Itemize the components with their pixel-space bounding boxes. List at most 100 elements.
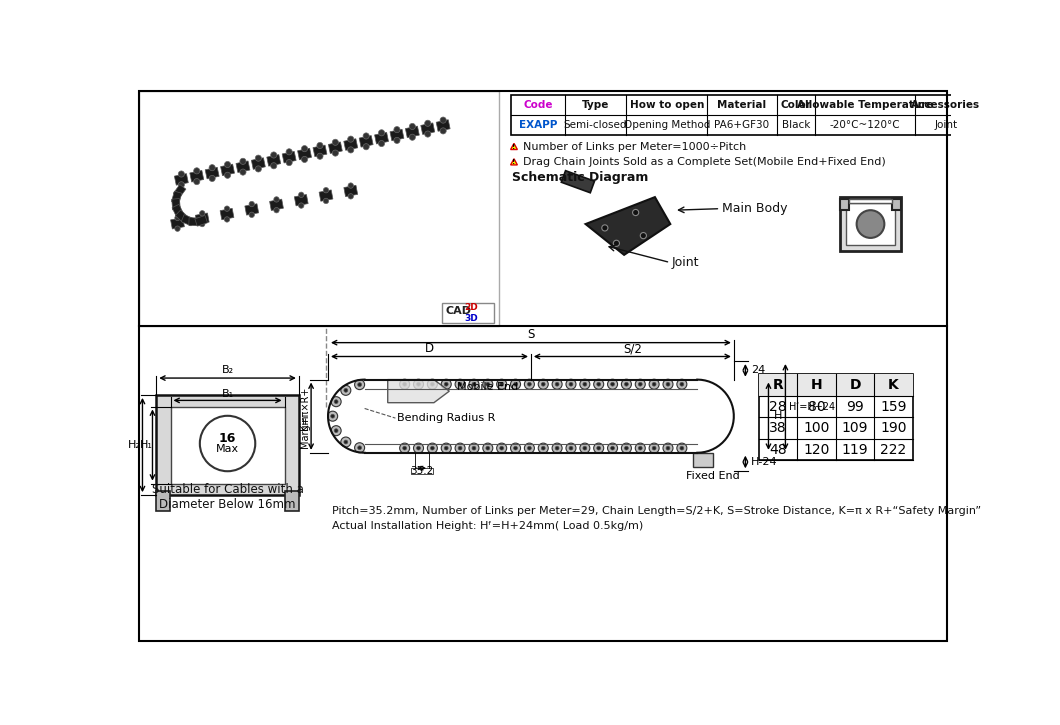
Text: Type: Type: [582, 100, 610, 109]
Circle shape: [511, 443, 520, 453]
Circle shape: [357, 383, 361, 386]
Circle shape: [583, 446, 587, 450]
Text: H: H: [774, 411, 782, 421]
Circle shape: [403, 382, 407, 386]
Circle shape: [409, 134, 416, 141]
Text: 2D: 2D: [464, 304, 478, 312]
Circle shape: [332, 139, 338, 146]
Circle shape: [482, 379, 493, 389]
Text: K=π×R+: K=π×R+: [300, 387, 310, 430]
Circle shape: [566, 379, 576, 389]
Circle shape: [413, 379, 424, 389]
Bar: [849, 199, 893, 202]
Text: 159: 159: [881, 399, 907, 413]
Circle shape: [542, 446, 545, 450]
Text: 3D: 3D: [464, 313, 478, 323]
Polygon shape: [511, 144, 517, 149]
Circle shape: [199, 221, 205, 227]
Circle shape: [341, 385, 351, 395]
Circle shape: [652, 382, 656, 386]
Bar: [195, 213, 209, 224]
Circle shape: [240, 158, 246, 165]
Text: Actual Installation Height: Hᶠ=H+24mm( Load 0.5kg/m): Actual Installation Height: Hᶠ=H+24mm( L…: [332, 521, 642, 531]
Circle shape: [679, 382, 684, 386]
Bar: [189, 218, 200, 225]
Circle shape: [301, 157, 307, 162]
Text: Main Body: Main Body: [722, 202, 788, 215]
Circle shape: [528, 382, 531, 386]
Text: Max: Max: [216, 444, 240, 454]
Circle shape: [225, 173, 231, 178]
Circle shape: [417, 382, 421, 386]
Text: Drag Chain Joints Sold as a Complete Set(Mobile End+Fixed End): Drag Chain Joints Sold as a Complete Set…: [524, 157, 886, 167]
Text: Bending Radius R: Bending Radius R: [396, 413, 495, 423]
Circle shape: [199, 210, 205, 216]
Circle shape: [425, 120, 430, 126]
Circle shape: [200, 416, 255, 471]
Circle shape: [194, 178, 200, 185]
Text: S: S: [527, 328, 534, 341]
Circle shape: [225, 217, 230, 222]
Circle shape: [525, 443, 534, 453]
Text: Mobile End: Mobile End: [457, 382, 518, 392]
Circle shape: [662, 443, 673, 453]
Bar: [759, 374, 913, 396]
Circle shape: [425, 131, 430, 137]
Circle shape: [580, 379, 589, 389]
Circle shape: [209, 165, 215, 171]
Circle shape: [525, 379, 534, 389]
Circle shape: [511, 379, 520, 389]
Circle shape: [458, 446, 462, 450]
Circle shape: [482, 443, 493, 453]
Circle shape: [552, 443, 562, 453]
Circle shape: [270, 162, 277, 169]
Text: 24: 24: [750, 365, 765, 376]
Bar: [846, 203, 895, 245]
Circle shape: [225, 162, 231, 167]
Circle shape: [249, 212, 254, 218]
Bar: [195, 215, 208, 226]
Text: CAD: CAD: [445, 306, 472, 316]
Circle shape: [323, 188, 329, 193]
Circle shape: [638, 382, 642, 386]
Circle shape: [417, 446, 421, 450]
Bar: [251, 158, 265, 170]
Circle shape: [343, 389, 348, 392]
Circle shape: [286, 160, 293, 166]
Circle shape: [662, 379, 673, 389]
Circle shape: [597, 446, 601, 450]
Circle shape: [679, 446, 684, 450]
Bar: [442, 303, 494, 323]
Circle shape: [440, 117, 446, 123]
Text: Fixed End: Fixed End: [686, 471, 740, 481]
Circle shape: [364, 133, 369, 139]
Text: Black: Black: [781, 120, 810, 130]
Text: 99: 99: [846, 399, 864, 413]
Text: R: R: [773, 378, 783, 392]
Bar: [313, 145, 326, 157]
Text: 16: 16: [218, 432, 236, 445]
Circle shape: [317, 153, 323, 160]
Circle shape: [514, 446, 517, 450]
Text: 190: 190: [881, 421, 907, 435]
Circle shape: [458, 382, 462, 386]
Circle shape: [640, 233, 647, 239]
Circle shape: [485, 382, 490, 386]
Bar: [269, 199, 283, 210]
Bar: [343, 138, 357, 150]
Circle shape: [378, 141, 385, 146]
Circle shape: [299, 192, 304, 197]
Circle shape: [331, 414, 335, 418]
Circle shape: [569, 446, 572, 450]
Bar: [411, 468, 432, 474]
Circle shape: [270, 152, 277, 158]
Text: EXAPP: EXAPP: [518, 120, 558, 130]
Bar: [436, 120, 450, 131]
Circle shape: [440, 128, 446, 134]
Circle shape: [273, 207, 279, 213]
Text: B₂: B₂: [222, 365, 233, 376]
Bar: [171, 407, 284, 484]
Bar: [374, 133, 389, 144]
Circle shape: [355, 380, 365, 389]
Circle shape: [317, 142, 323, 149]
